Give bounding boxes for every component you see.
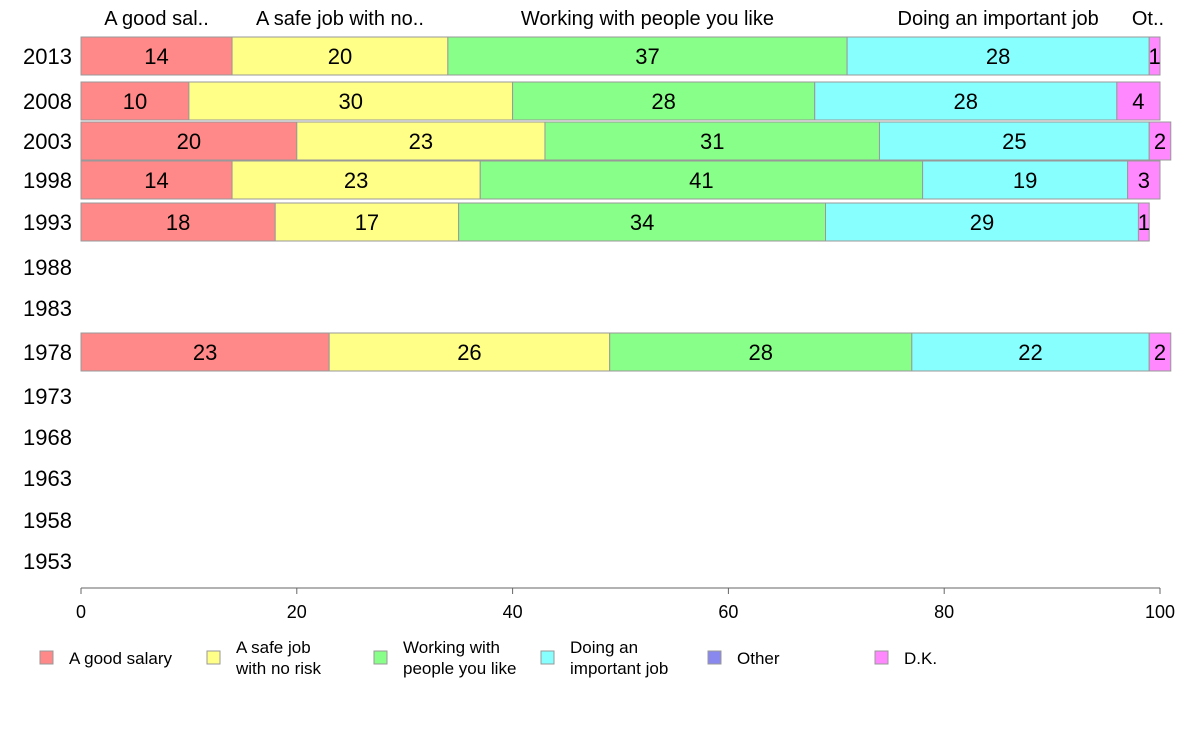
bar-segment [80, 160, 233, 200]
bar-segment [447, 36, 848, 76]
legend-label: A good salary [69, 649, 173, 668]
x-tick-label: 20 [287, 602, 307, 622]
year-label: 1963 [23, 466, 72, 491]
bar-value-label: 2 [1154, 129, 1166, 154]
x-tick-label: 0 [76, 602, 86, 622]
bar-value-label: 20 [328, 44, 352, 69]
x-tick-label: 80 [934, 602, 954, 622]
bar-segment [296, 121, 546, 161]
bar-value-label: 31 [700, 129, 724, 154]
bar-segment [80, 332, 330, 372]
bar-segment [609, 332, 913, 372]
bar-segment [80, 202, 276, 242]
bar-value-label: 3 [1138, 168, 1150, 193]
bar-segment [922, 160, 1129, 200]
bar-segment [878, 121, 1150, 161]
legend-swatch [373, 650, 388, 665]
bar-value-label: 18 [166, 210, 190, 235]
legend-label: Other [737, 649, 780, 668]
bar-segment [1148, 332, 1172, 372]
year-label: 2003 [23, 129, 72, 154]
year-label: 1958 [23, 508, 72, 533]
legend-swatch [206, 650, 221, 665]
bar-value-label: 10 [123, 89, 147, 114]
legend-label: with no risk [235, 659, 322, 678]
bar-value-label: 23 [409, 129, 433, 154]
legend-swatch [39, 650, 54, 665]
bar-segment [911, 332, 1150, 372]
bar-value-label: 20 [177, 129, 201, 154]
legend-label: important job [570, 659, 668, 678]
legend-label: A safe job [236, 638, 311, 657]
year-label: 2013 [23, 44, 72, 69]
bar-value-label: 14 [144, 44, 168, 69]
bar-segment [1148, 36, 1161, 76]
bar-value-label: 41 [689, 168, 713, 193]
bar-value-label: 23 [193, 340, 217, 365]
year-label: 1993 [23, 210, 72, 235]
bar-value-label: 14 [144, 168, 168, 193]
x-tick-label: 60 [718, 602, 738, 622]
year-label: 1998 [23, 168, 72, 193]
bar-value-label: 28 [986, 44, 1010, 69]
bar-value-label: 28 [749, 340, 773, 365]
year-label: 2008 [23, 89, 72, 114]
bar-value-label: 22 [1018, 340, 1042, 365]
bar-segment [825, 202, 1139, 242]
bar-value-label: 26 [457, 340, 481, 365]
bar-value-label: 28 [651, 89, 675, 114]
x-tick-label: 100 [1145, 602, 1175, 622]
bar-value-label: 19 [1013, 168, 1037, 193]
year-label: 1978 [23, 340, 72, 365]
bar-value-label: 4 [1132, 89, 1144, 114]
legend-swatch [540, 650, 555, 665]
bar-value-label: 29 [970, 210, 994, 235]
year-label: 1988 [23, 255, 72, 280]
bar-segment [846, 36, 1150, 76]
bar-segment [80, 36, 233, 76]
legend-swatch [874, 650, 889, 665]
year-label: 1968 [23, 425, 72, 450]
bar-value-label: 34 [630, 210, 654, 235]
bar-segment [479, 160, 924, 200]
bar-value-label: 30 [339, 89, 363, 114]
bar-value-label: 2 [1154, 340, 1166, 365]
bar-segment [512, 81, 816, 121]
bar-segment [544, 121, 880, 161]
bar-value-label: 37 [635, 44, 659, 69]
column-header-label: Doing an important job [898, 8, 1099, 30]
year-label: 1973 [23, 384, 72, 409]
bar-segment [814, 81, 1118, 121]
legend-label: people you like [403, 659, 516, 678]
legend-label: D.K. [904, 649, 937, 668]
bar-segment [1116, 81, 1161, 121]
bar-value-label: 28 [954, 89, 978, 114]
x-tick-label: 40 [503, 602, 523, 622]
legend-label: Working with [403, 638, 500, 657]
bar-segment [80, 121, 298, 161]
bar-value-label: 1 [1148, 44, 1160, 69]
bar-segment [1137, 202, 1150, 242]
bar-segment [274, 202, 460, 242]
bar-segment [1148, 121, 1172, 161]
bar-value-label: 23 [344, 168, 368, 193]
bar-value-label: 1 [1138, 210, 1150, 235]
legend-swatch [707, 650, 722, 665]
year-label: 1983 [23, 296, 72, 321]
bar-segment [80, 81, 190, 121]
legend-label: Doing an [570, 638, 638, 657]
year-label: 1953 [23, 549, 72, 574]
column-header-label: Working with people you like [521, 8, 774, 30]
column-header-label: Ot.. [1132, 8, 1164, 30]
bar-segment [231, 160, 481, 200]
bar-value-label: 25 [1002, 129, 1026, 154]
column-header-label: A good sal.. [104, 8, 209, 30]
bar-segment [188, 81, 514, 121]
column-header-label: A safe job with no.. [256, 8, 424, 30]
bar-segment [1127, 160, 1161, 200]
bar-segment [231, 36, 449, 76]
bar-value-label: 17 [355, 210, 379, 235]
